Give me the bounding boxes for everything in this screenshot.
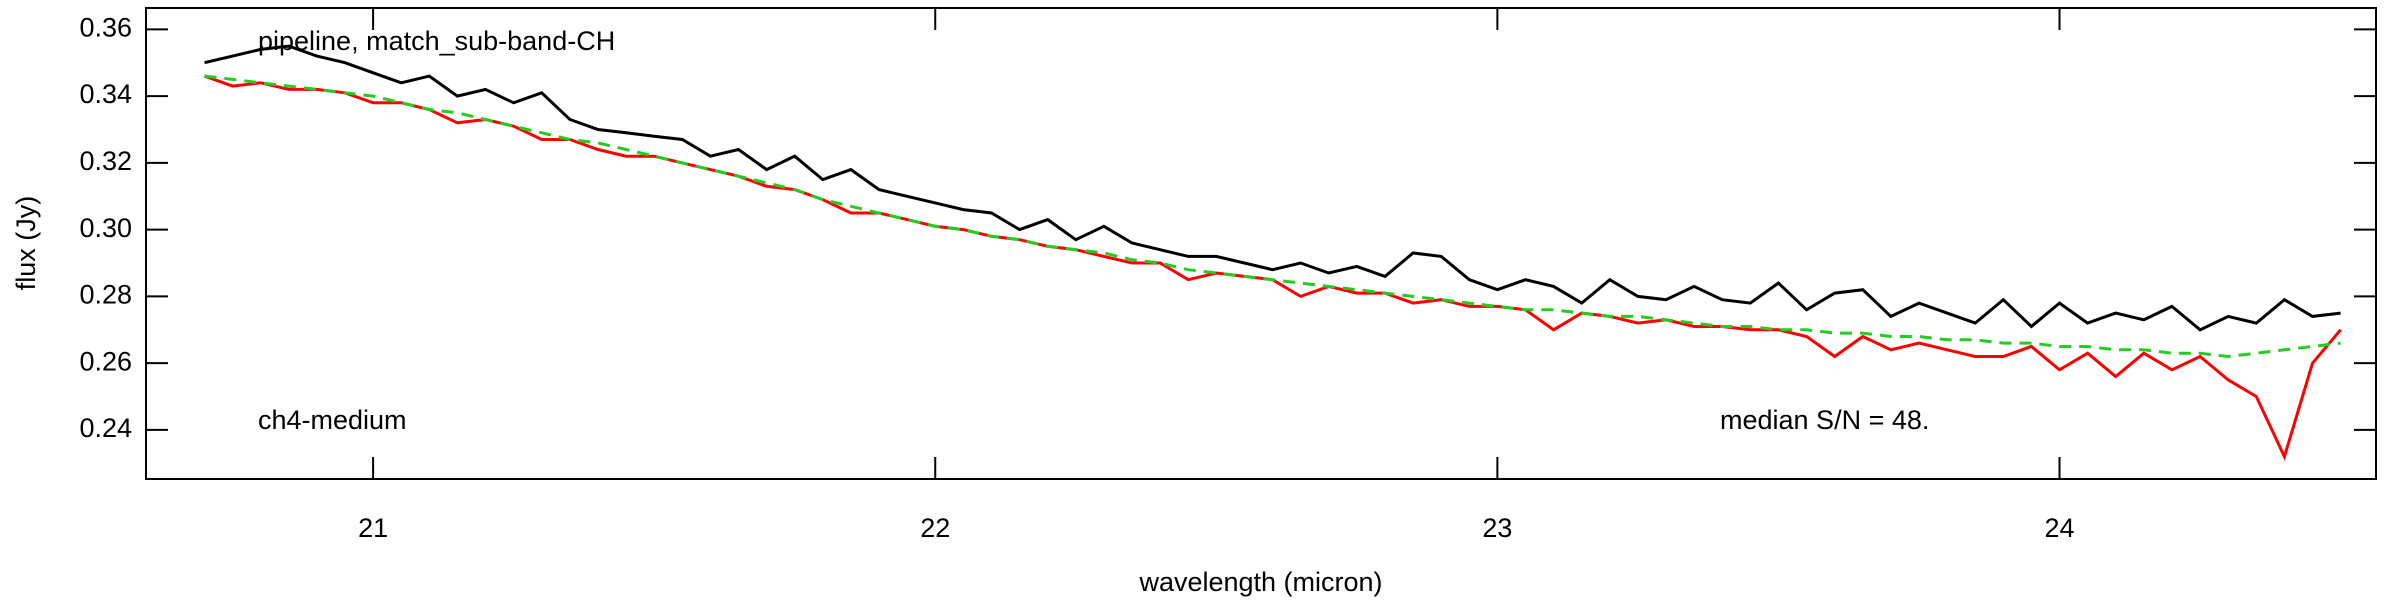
y-tick-label: 0.36 — [79, 12, 132, 42]
y-tick-label: 0.28 — [79, 280, 132, 310]
spectrum-line — [203, 74, 2342, 461]
x-tick-label: 22 — [920, 513, 950, 543]
y-tick-label: 0.34 — [79, 79, 132, 109]
annotation: median S/N = 48. — [1720, 405, 1929, 435]
x-tick-label: 21 — [358, 513, 388, 543]
annotation: pipeline, match_sub-band-CH — [258, 26, 615, 56]
spectrum-line — [204, 74, 2341, 359]
plot-frame — [145, 7, 2377, 480]
x-axis-label: wavelength (micron) — [1138, 567, 1382, 597]
y-tick-label: 0.30 — [79, 213, 132, 243]
y-axis-label: flux (Jy) — [11, 196, 41, 291]
spectrum-line — [204, 44, 2341, 332]
y-tick-label: 0.26 — [79, 346, 132, 376]
y-tick-label: 0.24 — [79, 413, 132, 443]
annotation: ch4-medium — [258, 405, 407, 435]
y-tick-label: 0.32 — [79, 146, 132, 176]
x-tick-label: 24 — [2044, 513, 2074, 543]
x-tick-label: 23 — [1482, 513, 1512, 543]
